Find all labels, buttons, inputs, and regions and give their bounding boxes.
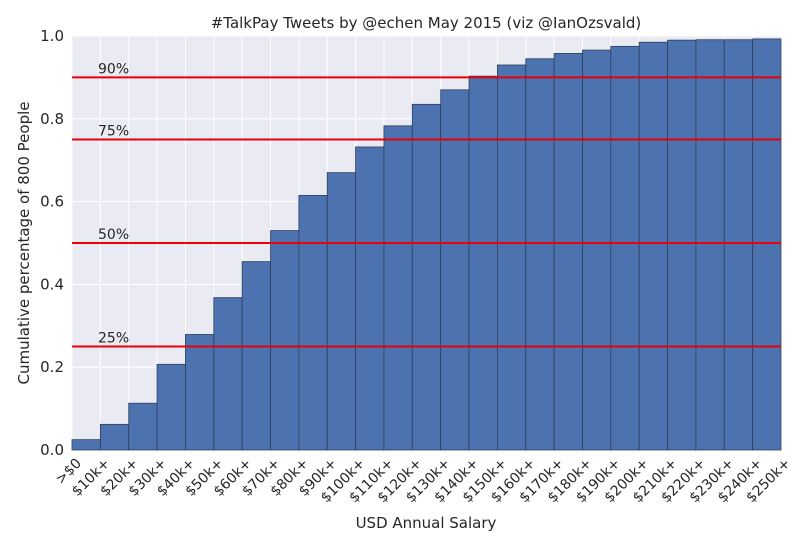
bar (525, 58, 555, 451)
reference-line-label: 90% (98, 61, 129, 77)
bar (326, 172, 356, 451)
bar (185, 334, 215, 451)
y-tick-label: 0.0 (40, 441, 64, 459)
bar (638, 41, 668, 451)
y-axis-ticks: 0.0 0.2 0.4 0.6 0.8 1.0 (40, 27, 64, 459)
bar (128, 402, 158, 451)
bar (582, 49, 612, 451)
bar (411, 103, 442, 451)
y-tick-label: 0.6 (40, 193, 64, 211)
bar (723, 39, 754, 451)
bar (71, 439, 101, 451)
bar (383, 125, 413, 451)
bar (213, 297, 243, 451)
bar (496, 64, 527, 451)
reference-lines: 90% 75% 50% 25% (72, 61, 781, 348)
y-tick-label: 0.8 (40, 110, 64, 128)
bar (156, 363, 186, 451)
bars (71, 38, 782, 451)
y-tick-label: 0.4 (40, 275, 64, 293)
bar (241, 261, 271, 451)
bar (610, 45, 640, 451)
bar (355, 146, 385, 451)
bar (99, 423, 130, 451)
bar (298, 194, 328, 451)
bar (468, 75, 498, 451)
y-axis-label: Cumulative percentage of 800 People (15, 101, 33, 384)
chart-title: #TalkPay Tweets by @echen May 2015 (viz … (211, 14, 642, 32)
x-axis-ticks: >$0$10k+$20k+$30k+$40k+$50k+$60k+$70k+$8… (53, 456, 794, 507)
reference-line-label: 25% (98, 331, 129, 347)
bar (553, 52, 583, 451)
x-axis-label: USD Annual Salary (356, 514, 497, 532)
bar (440, 89, 470, 451)
reference-line-label: 75% (98, 124, 129, 140)
bar (667, 39, 697, 451)
y-tick-label: 0.2 (40, 358, 64, 376)
bar (695, 39, 725, 451)
bar (752, 38, 782, 451)
y-tick-label: 1.0 (40, 27, 64, 45)
bar (270, 230, 300, 451)
reference-line-label: 50% (98, 227, 129, 243)
